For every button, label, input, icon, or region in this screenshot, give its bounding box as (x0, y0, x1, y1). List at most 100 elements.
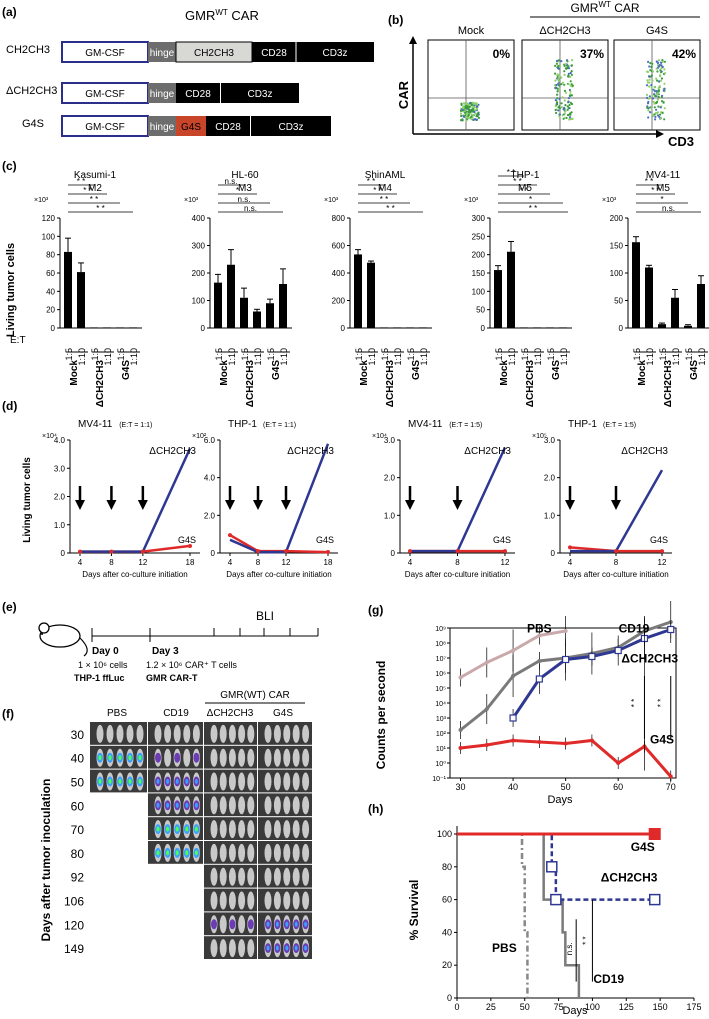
flow-event-dot (563, 83, 566, 86)
line-chart-et: (E:T = 1:5) (449, 422, 482, 429)
g4s-point (284, 549, 288, 554)
mouse-silhouette (228, 820, 236, 839)
y-multiplier: ×10³ (184, 197, 199, 204)
flow-event-dot (468, 110, 471, 113)
g4s-point (660, 549, 664, 554)
g4s-series-marker (458, 746, 463, 750)
et-ratio-label: 1:5 (520, 348, 530, 361)
x-tick-label: 18 (324, 558, 333, 567)
flow-event-dot (659, 106, 662, 109)
plot-frame (449, 627, 677, 779)
flow-event-dot (569, 84, 572, 87)
mouse-silhouette (164, 748, 172, 767)
panel-label-g: (g) (368, 603, 383, 617)
flow-event-dot (653, 93, 656, 96)
flow-event-dot (648, 85, 651, 88)
flow-event-dot (570, 70, 573, 73)
g4s-label: G4S (650, 733, 674, 747)
g4s-series-marker (589, 738, 594, 743)
cell-line-name: ShinAML (365, 170, 406, 181)
aml-subtype: M3 (238, 183, 252, 194)
flow-event-dot (654, 94, 657, 98)
flow-event-dot (476, 105, 479, 108)
mouse-silhouette (238, 891, 246, 910)
group-label: ΔCH2CH3 (245, 360, 256, 408)
mouse-silhouette (210, 891, 218, 910)
flow-event-dot (554, 72, 557, 75)
g4s-point (109, 549, 114, 554)
flow-event-dot (555, 103, 558, 106)
bar (367, 262, 375, 328)
y-tick-label: 200 (610, 214, 624, 223)
y-tick-label: 100 (610, 269, 624, 278)
flow-event-dot (648, 78, 651, 81)
pbs-series-marker (511, 648, 516, 653)
g4s-point (228, 533, 232, 538)
y-tick-label: 10⁴ (435, 701, 446, 708)
luminescence-core (156, 826, 160, 832)
flow-event-dot (563, 89, 567, 92)
g4s-point (326, 550, 330, 555)
group-label: ΔCH2CH3 (385, 360, 396, 408)
y-tick-label: 100 (472, 287, 486, 296)
treatment-arrow-head (106, 500, 117, 510)
et-ratio-label: 1:5 (116, 348, 126, 361)
significance-label: * * (367, 177, 375, 186)
y-multiplier: ×10³ (602, 197, 617, 204)
pbs-series-marker (458, 675, 463, 680)
flow-event-dot (556, 101, 559, 104)
flow-event-dot (475, 107, 479, 110)
day-label: 60 (71, 799, 85, 813)
svg-text:CD3z: CD3z (278, 122, 303, 133)
group-label: G4S (689, 360, 700, 380)
flow-event-dot (556, 73, 559, 76)
svg-text:CD3z: CD3z (322, 48, 347, 59)
flow-event-dot (567, 74, 570, 77)
mouse-silhouette (116, 724, 124, 743)
pbs-label: PBS (492, 941, 517, 955)
y-tick-label: 80 (46, 251, 55, 260)
mouse-silhouette (210, 748, 218, 767)
mouse-silhouette (228, 772, 236, 791)
flow-event-dot (653, 86, 656, 89)
flow-event-dot (570, 94, 574, 97)
x-axis-label: Days after co-culture initiation (563, 570, 668, 579)
luminescence-signal (211, 919, 217, 930)
flow-event-dot (656, 111, 660, 114)
mouse-silhouette (238, 748, 246, 767)
flow-event-dot (470, 117, 473, 121)
g4s-series-marker (668, 774, 673, 779)
mouse-silhouette (228, 748, 236, 767)
significance-label: * * (507, 168, 515, 177)
y-tick-label: 40 (442, 927, 452, 937)
mouse-silhouette (264, 796, 272, 815)
luminescence-core (266, 921, 270, 927)
dch2ch3-marker (667, 625, 675, 634)
panel-g-ylabel: Counts per second (374, 661, 388, 770)
flow-event-dot (558, 115, 561, 118)
luminescence-core (156, 802, 160, 808)
luminescence-core (175, 850, 179, 856)
luminescence-core (194, 802, 198, 808)
flow-event-dot (467, 114, 470, 117)
g4s-point (256, 549, 260, 554)
panel-label-b: (b) (388, 13, 403, 27)
flow-event-dot (470, 115, 473, 118)
bar (116, 327, 124, 328)
flow-plot-title: Mock (458, 25, 485, 37)
col-cd19: CD19 (163, 708, 189, 719)
flow-event-dot (571, 59, 574, 62)
y-tick-label: 0 (619, 324, 624, 333)
mouse-silhouette (247, 891, 255, 910)
flow-event-dot (471, 114, 475, 117)
y-tick-label: 4.0 (54, 436, 66, 445)
flow-event-dot (564, 67, 568, 70)
luminescence-core (166, 779, 170, 784)
day0-label: Day 0 (92, 646, 119, 657)
flow-event-dot (476, 113, 479, 117)
flow-event-dot (660, 77, 664, 80)
flow-event-dot (470, 104, 473, 107)
svg-text:GM-CSF: GM-CSF (85, 122, 124, 133)
y-tick-label: 600 (332, 242, 346, 251)
y-tick-label: 10⁶ (435, 671, 446, 678)
